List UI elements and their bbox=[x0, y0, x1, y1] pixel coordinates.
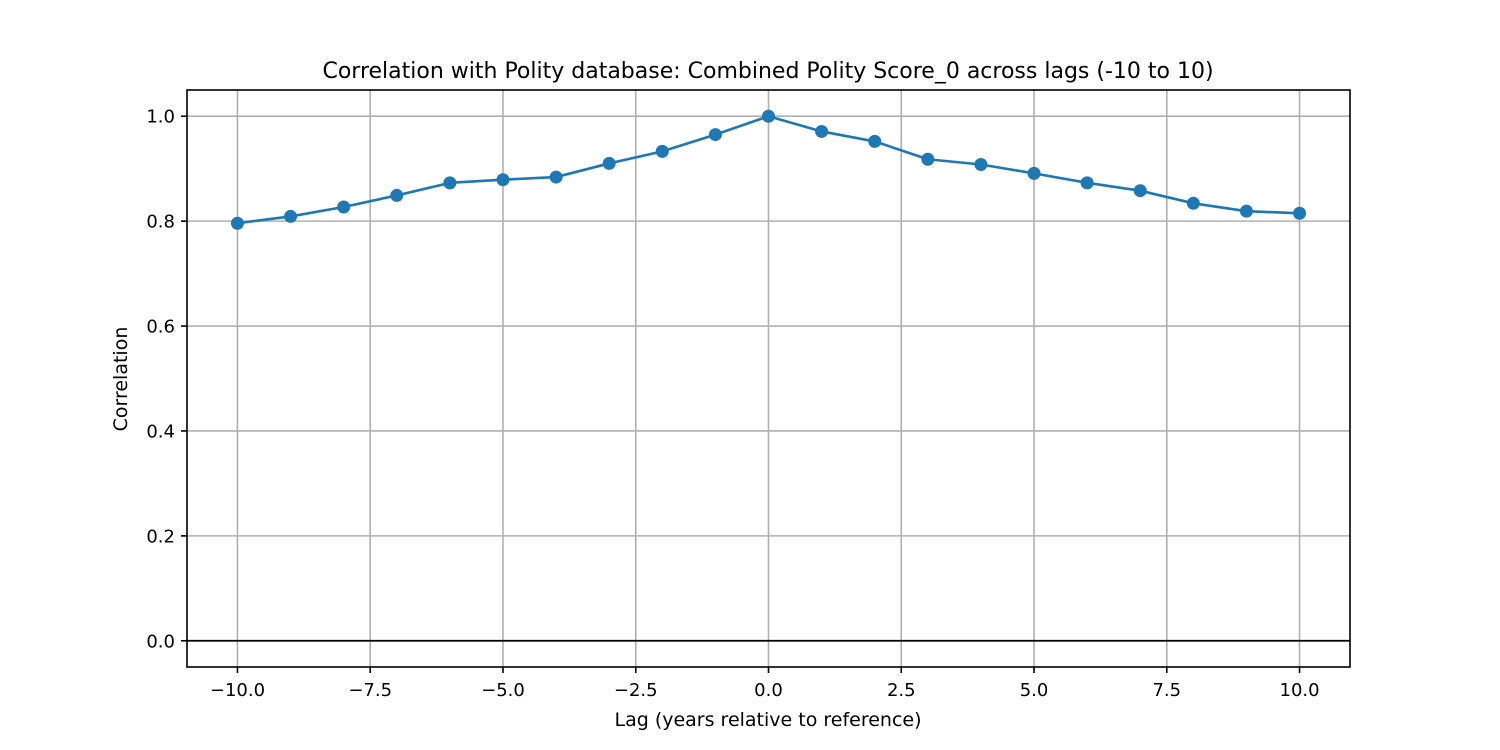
data-point bbox=[496, 173, 510, 187]
data-point bbox=[1186, 196, 1200, 210]
data-point bbox=[284, 209, 298, 223]
x-axis-ticks: −10.0 −7.5 −5.0 −2.5 0.0 2.5 5.0 7.5 10.0 bbox=[210, 667, 1320, 701]
x-tick-label: −2.5 bbox=[614, 680, 658, 701]
x-tick-label: −10.0 bbox=[210, 680, 265, 701]
x-tick-label: 7.5 bbox=[1152, 680, 1181, 701]
chart-title: Correlation with Polity database: Combin… bbox=[322, 59, 1213, 84]
data-point bbox=[815, 124, 829, 138]
data-point bbox=[708, 128, 722, 142]
data-point bbox=[602, 156, 616, 170]
x-tick-label: 10.0 bbox=[1280, 680, 1320, 701]
y-axis-ticks: 0.0 0.2 0.4 0.6 0.8 1.0 bbox=[146, 107, 187, 652]
data-point bbox=[921, 152, 935, 166]
data-point bbox=[230, 216, 244, 230]
y-tick-label: 1.0 bbox=[146, 107, 175, 128]
data-point bbox=[655, 144, 669, 158]
data-point bbox=[974, 157, 988, 171]
y-tick-label: 0.8 bbox=[146, 212, 175, 233]
data-point bbox=[390, 188, 404, 202]
data-point bbox=[337, 200, 351, 214]
y-tick-label: 0.0 bbox=[146, 631, 175, 652]
x-tick-label: 2.5 bbox=[887, 680, 916, 701]
x-tick-label: 0.0 bbox=[754, 680, 783, 701]
data-point bbox=[1080, 176, 1094, 190]
x-tick-label: −7.5 bbox=[348, 680, 392, 701]
y-tick-label: 0.4 bbox=[146, 421, 175, 442]
x-axis-label: Lag (years relative to reference) bbox=[614, 709, 921, 731]
data-point bbox=[1293, 206, 1307, 220]
data-point bbox=[762, 109, 775, 123]
data-point bbox=[549, 170, 563, 184]
data-point bbox=[868, 134, 882, 148]
data-point bbox=[443, 176, 457, 190]
y-tick-label: 0.6 bbox=[146, 317, 175, 338]
series-group bbox=[230, 109, 1307, 230]
y-axis-label: Correlation bbox=[110, 327, 132, 432]
y-tick-label: 0.2 bbox=[146, 526, 175, 547]
data-point bbox=[1239, 204, 1253, 218]
x-tick-label: 5.0 bbox=[1020, 680, 1049, 701]
data-point bbox=[1027, 166, 1041, 180]
data-point bbox=[1133, 184, 1147, 198]
x-tick-label: −5.0 bbox=[481, 680, 525, 701]
